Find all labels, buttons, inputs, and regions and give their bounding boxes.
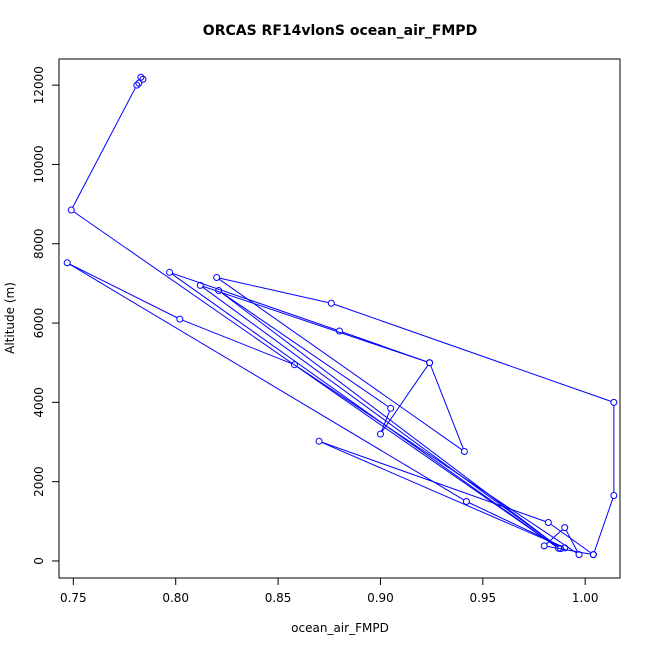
data-point <box>327 299 335 307</box>
data-point <box>133 81 141 89</box>
series-segment <box>381 364 429 432</box>
data-point <box>561 524 569 532</box>
series-segment <box>430 365 464 449</box>
y-tick-label: 0 <box>32 557 46 565</box>
series-segment <box>220 291 389 408</box>
data-point <box>215 287 223 295</box>
y-tick-label: 10000 <box>32 145 46 183</box>
series-segment <box>72 87 136 208</box>
series-segment <box>171 273 557 547</box>
data-point <box>336 327 343 335</box>
data-point <box>561 544 569 552</box>
y-tick-label: 6000 <box>32 308 46 339</box>
x-tick-label: 0.90 <box>367 591 394 605</box>
y-tick-label: 4000 <box>32 387 46 418</box>
series-segment <box>218 278 463 451</box>
series-segment <box>550 523 592 554</box>
x-tick-label: 0.80 <box>162 591 189 605</box>
x-tick-label: 0.85 <box>265 591 292 605</box>
data-point <box>557 545 565 553</box>
x-axis-label: ocean_air_FMPD <box>291 621 389 635</box>
series-segment <box>69 263 178 319</box>
data-point <box>315 437 323 445</box>
data-point <box>290 361 298 369</box>
y-tick-label: 8000 <box>32 228 46 259</box>
data-point <box>610 492 618 500</box>
series-segment <box>321 441 563 548</box>
data-point <box>135 79 143 87</box>
series-segment <box>219 277 329 304</box>
data-point <box>139 75 147 83</box>
series-segment <box>321 441 546 522</box>
x-axis: 0.75 0.80 0.85 0.90 0.95 1.00 <box>60 577 599 605</box>
series-layer <box>63 73 618 559</box>
chart-title: ORCAS RF14vlonS ocean_air_FMPD <box>203 23 477 39</box>
series-segment <box>296 365 577 554</box>
data-point <box>575 551 583 559</box>
data-point <box>540 542 548 550</box>
y-axis-label: Altitude (m) <box>3 282 17 354</box>
data-point <box>462 497 470 505</box>
series-segment <box>202 285 427 363</box>
series-segment <box>202 286 559 548</box>
data-point <box>67 206 75 214</box>
x-tick-label: 0.95 <box>469 591 496 605</box>
data-point <box>196 281 204 289</box>
data-point <box>589 551 597 559</box>
data-point <box>137 73 145 81</box>
data-point <box>176 315 184 323</box>
series-segment <box>73 211 557 547</box>
y-tick-label: 2000 <box>32 466 46 497</box>
data-point <box>610 398 618 406</box>
data-point <box>387 404 395 412</box>
data-point <box>166 268 174 276</box>
y-axis: 0 2000 4000 6000 8000 10000 12000 <box>32 66 60 565</box>
series-segment <box>69 263 465 501</box>
series-segment <box>565 530 579 553</box>
data-point <box>544 518 552 526</box>
data-point <box>376 430 384 438</box>
x-tick-label: 0.75 <box>60 591 87 605</box>
data-point <box>213 273 221 281</box>
series-segment <box>468 502 563 548</box>
data-point <box>63 259 71 267</box>
series-segment <box>182 319 292 365</box>
series-segment <box>333 303 612 402</box>
series-segment <box>220 291 559 548</box>
data-point <box>426 359 434 367</box>
series-segment <box>547 545 591 555</box>
y-tick-label: 12000 <box>32 66 46 104</box>
data-point <box>460 448 468 456</box>
series-segment <box>593 498 614 552</box>
x-tick-label: 1.00 <box>572 591 599 605</box>
